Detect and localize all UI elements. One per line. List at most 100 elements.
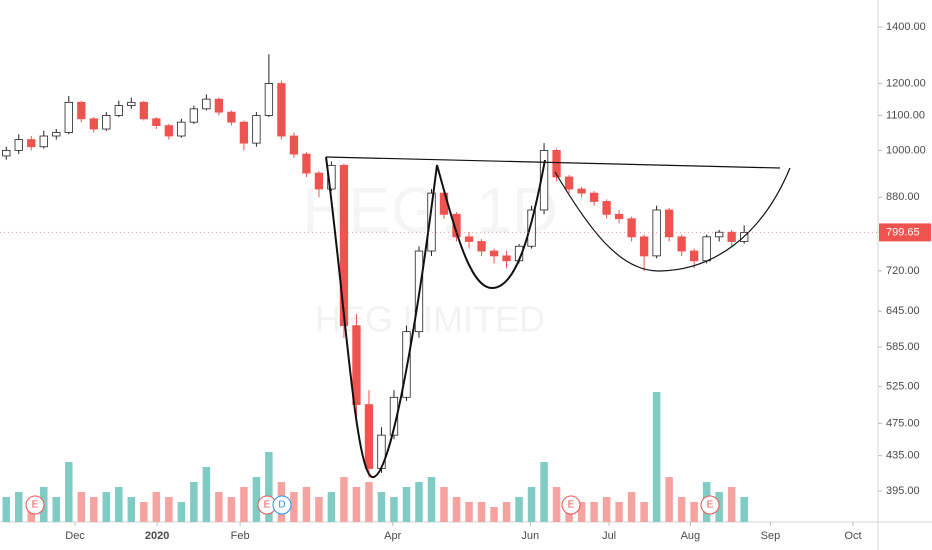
volume-bar [190,482,198,522]
candle-body [477,241,486,252]
candle-body [702,236,711,262]
candle-body [277,83,286,137]
volume-bar [52,497,61,522]
candle-body [464,236,474,242]
volume-bar [527,487,536,522]
y-tick-label: 1000.00 [886,144,926,156]
candle-body [614,213,624,220]
volume-bar [515,497,523,522]
volume-bar [627,492,636,522]
y-tick-label: 720.00 [886,265,920,277]
volume-bar [102,492,111,522]
volume-bar [240,487,248,522]
candle-body [127,101,136,106]
candle-body [602,201,611,215]
candle-body [252,115,261,144]
x-tick-label: Jun [521,530,539,542]
candle-body [639,236,649,257]
y-tick-label: 435.00 [886,450,920,462]
candle-body [152,118,161,126]
candle-body [27,139,36,148]
volume-bar [552,487,561,522]
volume-bar [165,497,173,522]
volume-bar [490,507,498,522]
volume-bar [140,502,148,522]
volume-bar [252,477,261,522]
volume-bar [365,482,373,522]
last-price-tag [879,223,931,242]
volume-bar [327,492,336,522]
volume-bar [177,502,186,522]
volume-bar [452,497,461,522]
volume-bar [302,487,311,522]
volume-bar [265,452,273,522]
y-tick-label: 880.00 [886,191,920,203]
y-tick-label: 1100.00 [886,109,925,121]
volume-bar [77,492,86,522]
x-tick-label: Dec [65,530,85,542]
event-marker[interactable] [700,495,720,515]
volume-bar [615,502,623,522]
volume-bar [690,502,698,522]
candle-body [727,231,736,242]
watermark-name: HEG LIMITED [315,299,545,340]
volume-bar [577,502,586,522]
event-label: E [568,500,575,511]
last-price-label: 799.65 [886,226,920,238]
candle-body [302,153,311,174]
candle-body [202,98,211,110]
candle-body [289,135,299,155]
candle-body [227,111,236,123]
volume-bar [215,492,223,522]
event-label: E [32,500,39,511]
x-tick-label: Oct [844,530,861,542]
volume-bar [540,462,548,522]
event-marker[interactable] [25,495,45,515]
handle-curve [436,159,546,290]
event-marker[interactable] [272,495,292,515]
y-tick-label: 1200.00 [886,77,926,89]
volume-bar [740,497,748,522]
event-label: E [264,500,271,511]
candle-body [489,250,499,257]
candle-body [77,101,86,120]
volume-bar [590,502,598,522]
volume-bar [115,487,123,522]
y-tick-label: 525.00 [886,381,920,393]
event-label: D [278,500,285,511]
x-tick-label: Apr [384,530,401,542]
cup-curve [325,156,438,478]
volume-bar [477,502,486,522]
candle-body [364,404,374,469]
volume-bar [90,497,98,522]
candle-body [452,213,461,238]
candle-body [627,218,636,238]
candle-body [2,149,11,157]
candle-body [264,83,274,116]
volume-bar [202,467,211,522]
volume-bar [377,492,386,522]
volume-bar [427,477,436,522]
volume-bar [640,502,648,522]
candle-body [102,115,111,130]
cup-arc [554,167,791,272]
y-tick-label: 645.00 [886,305,920,317]
volume-bar [152,492,161,522]
x-tick-label: Feb [231,530,250,542]
volume-bar [602,497,611,522]
x-tick-label: Jul [602,530,616,542]
event-marker[interactable] [561,495,581,515]
volume-bar [465,502,473,522]
volume-bar [227,497,236,522]
candle-body [52,132,61,137]
candle-body [189,108,199,123]
y-tick-label: 585.00 [886,341,920,353]
candle-body [89,118,98,130]
x-tick-label: Sep [761,530,781,542]
candle-body [214,98,224,113]
candle-body [139,101,148,120]
volume-bar [665,477,673,522]
candle-body [564,176,574,190]
candle-body [14,139,23,151]
